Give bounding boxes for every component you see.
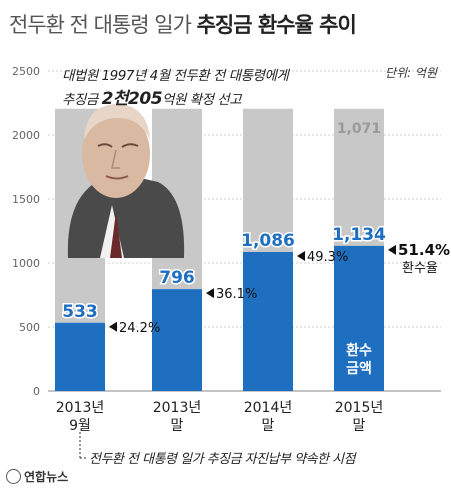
left-triangle-pointer-icon: [388, 244, 396, 255]
x-category-label: 9월: [69, 418, 91, 434]
yonhap-logo-icon: [6, 469, 21, 484]
x-category-label: 2013년: [153, 400, 202, 416]
left-triangle-pointer-icon: [109, 321, 117, 332]
rate-label: 51.4%: [398, 241, 450, 259]
x-category-label: 2014년: [244, 400, 293, 416]
bar-remaining: [243, 108, 293, 252]
recovered-label-1: 환수: [346, 342, 372, 359]
x-category-label: 말: [171, 418, 184, 434]
y-tick-label: 1000: [12, 257, 40, 270]
remaining-value-label: 1,071: [337, 121, 381, 137]
x-category-label: 말: [353, 418, 366, 434]
bar-value-label: 1,086: [241, 231, 295, 251]
note-line-2-a: 추징금: [62, 92, 98, 108]
bar-value-label: 796: [159, 268, 195, 288]
footnote: 전두환 전 대통령 일가 추징금 자진납부 약속한 시점: [89, 452, 356, 467]
bar-recovered: [152, 289, 202, 391]
bar-value-label: 1,134: [332, 225, 386, 245]
y-tick-label: 0: [33, 385, 40, 398]
title-bold: 추징금 환수율 추이: [196, 13, 357, 37]
note-line-2-amount: 2천205: [101, 89, 163, 109]
rate-label: 24.2%: [119, 321, 160, 336]
note-line-2-c: 억원 확정 선고: [162, 92, 242, 108]
left-triangle-pointer-icon: [297, 250, 305, 261]
unit-label: 단위: 억원: [384, 66, 437, 80]
y-tick-label: 500: [19, 321, 40, 334]
portrait-photo: [67, 104, 185, 258]
y-tick-label: 2000: [12, 129, 40, 142]
y-tick-label: 1500: [12, 193, 40, 206]
x-category-label: 말: [262, 418, 275, 434]
y-axis: 0 500 1000 1500 2000 2500: [12, 65, 40, 398]
rate-label: 49.3%: [307, 250, 348, 265]
rate-sublabel: 환수율: [402, 261, 438, 276]
note-line-2: 추징금 2천205억원 확정 선고: [62, 84, 242, 109]
source-credit: 연합뉴스: [6, 468, 68, 485]
rate-label: 36.1%: [216, 287, 257, 302]
bar-value-label: 533: [62, 302, 98, 322]
bar-recovered: [55, 322, 105, 391]
source-label: 연합뉴스: [24, 470, 69, 484]
left-triangle-pointer-icon: [206, 288, 214, 299]
bars: [55, 108, 384, 391]
x-category-label: 2015년: [335, 400, 384, 416]
note-line-1: 대법원 1997년 4월 전두환 전 대통령에게: [62, 68, 289, 84]
bar-remaining: [334, 108, 384, 246]
title-normal: 전두환 전 대통령 일가: [9, 13, 192, 37]
bar-recovered: [243, 251, 293, 391]
recovered-label-2: 금액: [346, 360, 372, 377]
chart-title: 전두환 전 대통령 일가 추징금 환수율 추이: [9, 9, 357, 39]
x-category-label: 2013년: [56, 400, 105, 416]
bar-recovered: [334, 245, 384, 391]
y-tick-label: 2500: [12, 65, 40, 78]
